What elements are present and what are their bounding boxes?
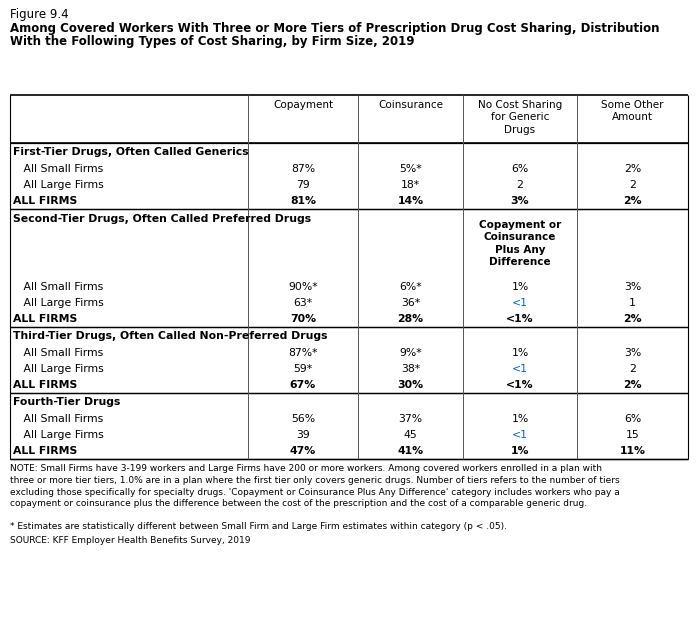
Text: 87%: 87% xyxy=(291,164,315,174)
Text: 14%: 14% xyxy=(397,196,424,206)
Text: 63*: 63* xyxy=(293,298,313,308)
Text: 59*: 59* xyxy=(293,364,313,374)
Text: Fourth-Tier Drugs: Fourth-Tier Drugs xyxy=(13,397,120,407)
Text: SOURCE: KFF Employer Health Benefits Survey, 2019: SOURCE: KFF Employer Health Benefits Sur… xyxy=(10,536,251,545)
Text: Among Covered Workers With Three or More Tiers of Prescription Drug Cost Sharing: Among Covered Workers With Three or More… xyxy=(10,22,660,35)
Text: 45: 45 xyxy=(403,430,417,440)
Text: 90%*: 90%* xyxy=(288,282,318,292)
Text: 2: 2 xyxy=(629,180,636,190)
Text: Copayment or
Coinsurance
Plus Any
Difference: Copayment or Coinsurance Plus Any Differ… xyxy=(479,220,561,267)
Text: NOTE: Small Firms have 3-199 workers and Large Firms have 200 or more workers. A: NOTE: Small Firms have 3-199 workers and… xyxy=(10,464,620,508)
Text: 38*: 38* xyxy=(401,364,420,374)
Text: 2: 2 xyxy=(517,180,524,190)
Text: All Large Firms: All Large Firms xyxy=(13,180,104,190)
Text: 30%: 30% xyxy=(397,380,424,390)
Text: ALL FIRMS: ALL FIRMS xyxy=(13,446,77,456)
Text: 5%*: 5%* xyxy=(399,164,422,174)
Text: 1: 1 xyxy=(629,298,636,308)
Text: 2%: 2% xyxy=(623,314,642,324)
Text: 2%: 2% xyxy=(623,380,642,390)
Text: Figure 9.4: Figure 9.4 xyxy=(10,8,68,21)
Text: <1: <1 xyxy=(512,430,528,440)
Text: 6%*: 6%* xyxy=(399,282,422,292)
Text: 9%*: 9%* xyxy=(399,348,422,358)
Text: Copayment: Copayment xyxy=(273,100,333,110)
Text: 36*: 36* xyxy=(401,298,420,308)
Text: 87%*: 87%* xyxy=(288,348,318,358)
Text: All Large Firms: All Large Firms xyxy=(13,430,104,440)
Text: 39: 39 xyxy=(296,430,310,440)
Text: 1%: 1% xyxy=(512,414,528,424)
Text: All Large Firms: All Large Firms xyxy=(13,364,104,374)
Text: 56%: 56% xyxy=(291,414,315,424)
Text: Third-Tier Drugs, Often Called Non-Preferred Drugs: Third-Tier Drugs, Often Called Non-Prefe… xyxy=(13,331,327,341)
Text: 37%: 37% xyxy=(399,414,422,424)
Text: 2: 2 xyxy=(629,364,636,374)
Text: * Estimates are statistically different between Small Firm and Large Firm estima: * Estimates are statistically different … xyxy=(10,522,507,531)
Text: <1%: <1% xyxy=(506,380,534,390)
Text: <1: <1 xyxy=(512,298,528,308)
Text: 79: 79 xyxy=(296,180,310,190)
Text: 1%: 1% xyxy=(512,282,528,292)
Text: 41%: 41% xyxy=(397,446,424,456)
Text: 70%: 70% xyxy=(290,314,316,324)
Text: 81%: 81% xyxy=(290,196,316,206)
Text: All Small Firms: All Small Firms xyxy=(13,414,103,424)
Text: With the Following Types of Cost Sharing, by Firm Size, 2019: With the Following Types of Cost Sharing… xyxy=(10,35,415,48)
Text: No Cost Sharing
for Generic
Drugs: No Cost Sharing for Generic Drugs xyxy=(478,100,562,135)
Text: 3%: 3% xyxy=(624,282,641,292)
Text: 11%: 11% xyxy=(620,446,646,456)
Text: 6%: 6% xyxy=(624,414,641,424)
Text: 1%: 1% xyxy=(511,446,529,456)
Text: ALL FIRMS: ALL FIRMS xyxy=(13,380,77,390)
Text: ALL FIRMS: ALL FIRMS xyxy=(13,196,77,206)
Text: 2%: 2% xyxy=(623,196,642,206)
Text: All Small Firms: All Small Firms xyxy=(13,348,103,358)
Text: 18*: 18* xyxy=(401,180,420,190)
Text: All Small Firms: All Small Firms xyxy=(13,282,103,292)
Text: 6%: 6% xyxy=(512,164,528,174)
Text: First-Tier Drugs, Often Called Generics: First-Tier Drugs, Often Called Generics xyxy=(13,147,248,157)
Text: Some Other
Amount: Some Other Amount xyxy=(601,100,664,122)
Text: 3%: 3% xyxy=(624,348,641,358)
Text: <1%: <1% xyxy=(506,314,534,324)
Text: 2%: 2% xyxy=(624,164,641,174)
Text: All Large Firms: All Large Firms xyxy=(13,298,104,308)
Text: 3%: 3% xyxy=(511,196,529,206)
Text: 67%: 67% xyxy=(290,380,316,390)
Text: 15: 15 xyxy=(625,430,639,440)
Text: 47%: 47% xyxy=(290,446,316,456)
Text: 1%: 1% xyxy=(512,348,528,358)
Text: All Small Firms: All Small Firms xyxy=(13,164,103,174)
Text: Coinsurance: Coinsurance xyxy=(378,100,443,110)
Text: Second-Tier Drugs, Often Called Preferred Drugs: Second-Tier Drugs, Often Called Preferre… xyxy=(13,214,311,224)
Text: 28%: 28% xyxy=(397,314,424,324)
Text: ALL FIRMS: ALL FIRMS xyxy=(13,314,77,324)
Text: <1: <1 xyxy=(512,364,528,374)
